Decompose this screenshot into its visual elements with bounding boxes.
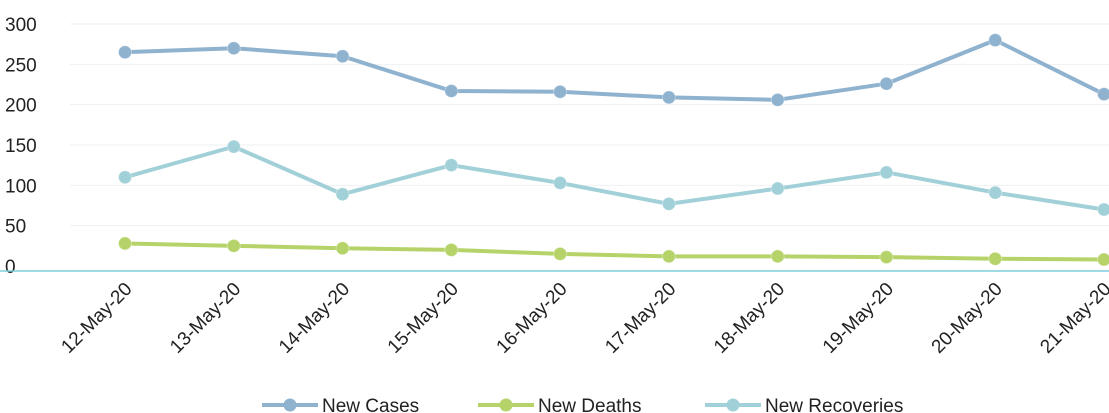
y-tick-label: 200 xyxy=(5,96,37,117)
x-tick-label: 14-May-20 xyxy=(275,279,354,358)
x-tick-label: 19-May-20 xyxy=(819,279,898,358)
data-point xyxy=(226,41,241,56)
y-tick-label: 250 xyxy=(5,55,37,76)
data-point xyxy=(226,139,241,154)
data-point xyxy=(118,236,132,251)
data-point xyxy=(879,250,894,265)
gridlines xyxy=(70,23,1109,227)
x-tick-label: 21-May-20 xyxy=(1036,279,1109,358)
data-point xyxy=(335,49,350,64)
data-point xyxy=(335,241,350,256)
data-point xyxy=(444,242,459,257)
legend-marker xyxy=(499,398,513,412)
x-tick-label: 16-May-20 xyxy=(493,279,572,358)
data-point xyxy=(988,251,1003,266)
data-point xyxy=(444,158,459,173)
x-axis: 12-May-20 13-May-20 14-May-20 15-May-20 16-M… xyxy=(57,279,1109,358)
data-point xyxy=(1097,202,1109,217)
x-tick-label: 17-May-20 xyxy=(601,279,680,358)
data-point xyxy=(988,33,1003,48)
legend-marker xyxy=(283,398,297,412)
data-point xyxy=(770,92,785,107)
x-tick-label: 12-May-20 xyxy=(57,279,136,358)
legend-label: New Deaths xyxy=(538,396,642,413)
series-line-1 xyxy=(123,241,1106,262)
x-tick-label: 20-May-20 xyxy=(928,279,1007,358)
data-point xyxy=(661,90,676,105)
data-point xyxy=(770,249,785,264)
data-point xyxy=(1097,87,1109,102)
y-tick-label: 150 xyxy=(5,136,37,157)
y-axis: 0 50 100 150 200 250 300 xyxy=(5,15,37,278)
legend-label: New Recoveries xyxy=(765,396,903,413)
y-tick-label: 100 xyxy=(5,176,37,197)
data-point xyxy=(879,76,894,91)
data-point xyxy=(661,249,676,264)
data-point xyxy=(988,185,1003,200)
data-point xyxy=(879,165,894,180)
legend-marker xyxy=(726,398,740,412)
data-point xyxy=(770,181,785,196)
data-point xyxy=(553,84,568,99)
data-point xyxy=(226,238,241,253)
data-point xyxy=(1097,252,1109,267)
data-point xyxy=(335,187,350,202)
data-point xyxy=(553,246,568,261)
data-point xyxy=(444,83,459,98)
series-line-0 xyxy=(123,38,1106,102)
x-tick-label: 15-May-20 xyxy=(384,279,463,358)
x-tick-label: 18-May-20 xyxy=(710,279,789,358)
data-point xyxy=(118,170,132,185)
y-tick-label: 50 xyxy=(5,217,26,238)
y-tick-label: 300 xyxy=(5,15,37,36)
series-lines xyxy=(118,33,1109,267)
series-line-2 xyxy=(123,144,1106,212)
data-point xyxy=(118,45,132,60)
x-tick-label: 13-May-20 xyxy=(166,279,245,358)
legend: New Cases New Deaths New Recoveries xyxy=(262,396,903,413)
y-tick-label: 0 xyxy=(5,257,16,278)
data-point xyxy=(553,175,568,190)
data-point xyxy=(661,196,676,211)
legend-label: New Cases xyxy=(322,396,419,413)
